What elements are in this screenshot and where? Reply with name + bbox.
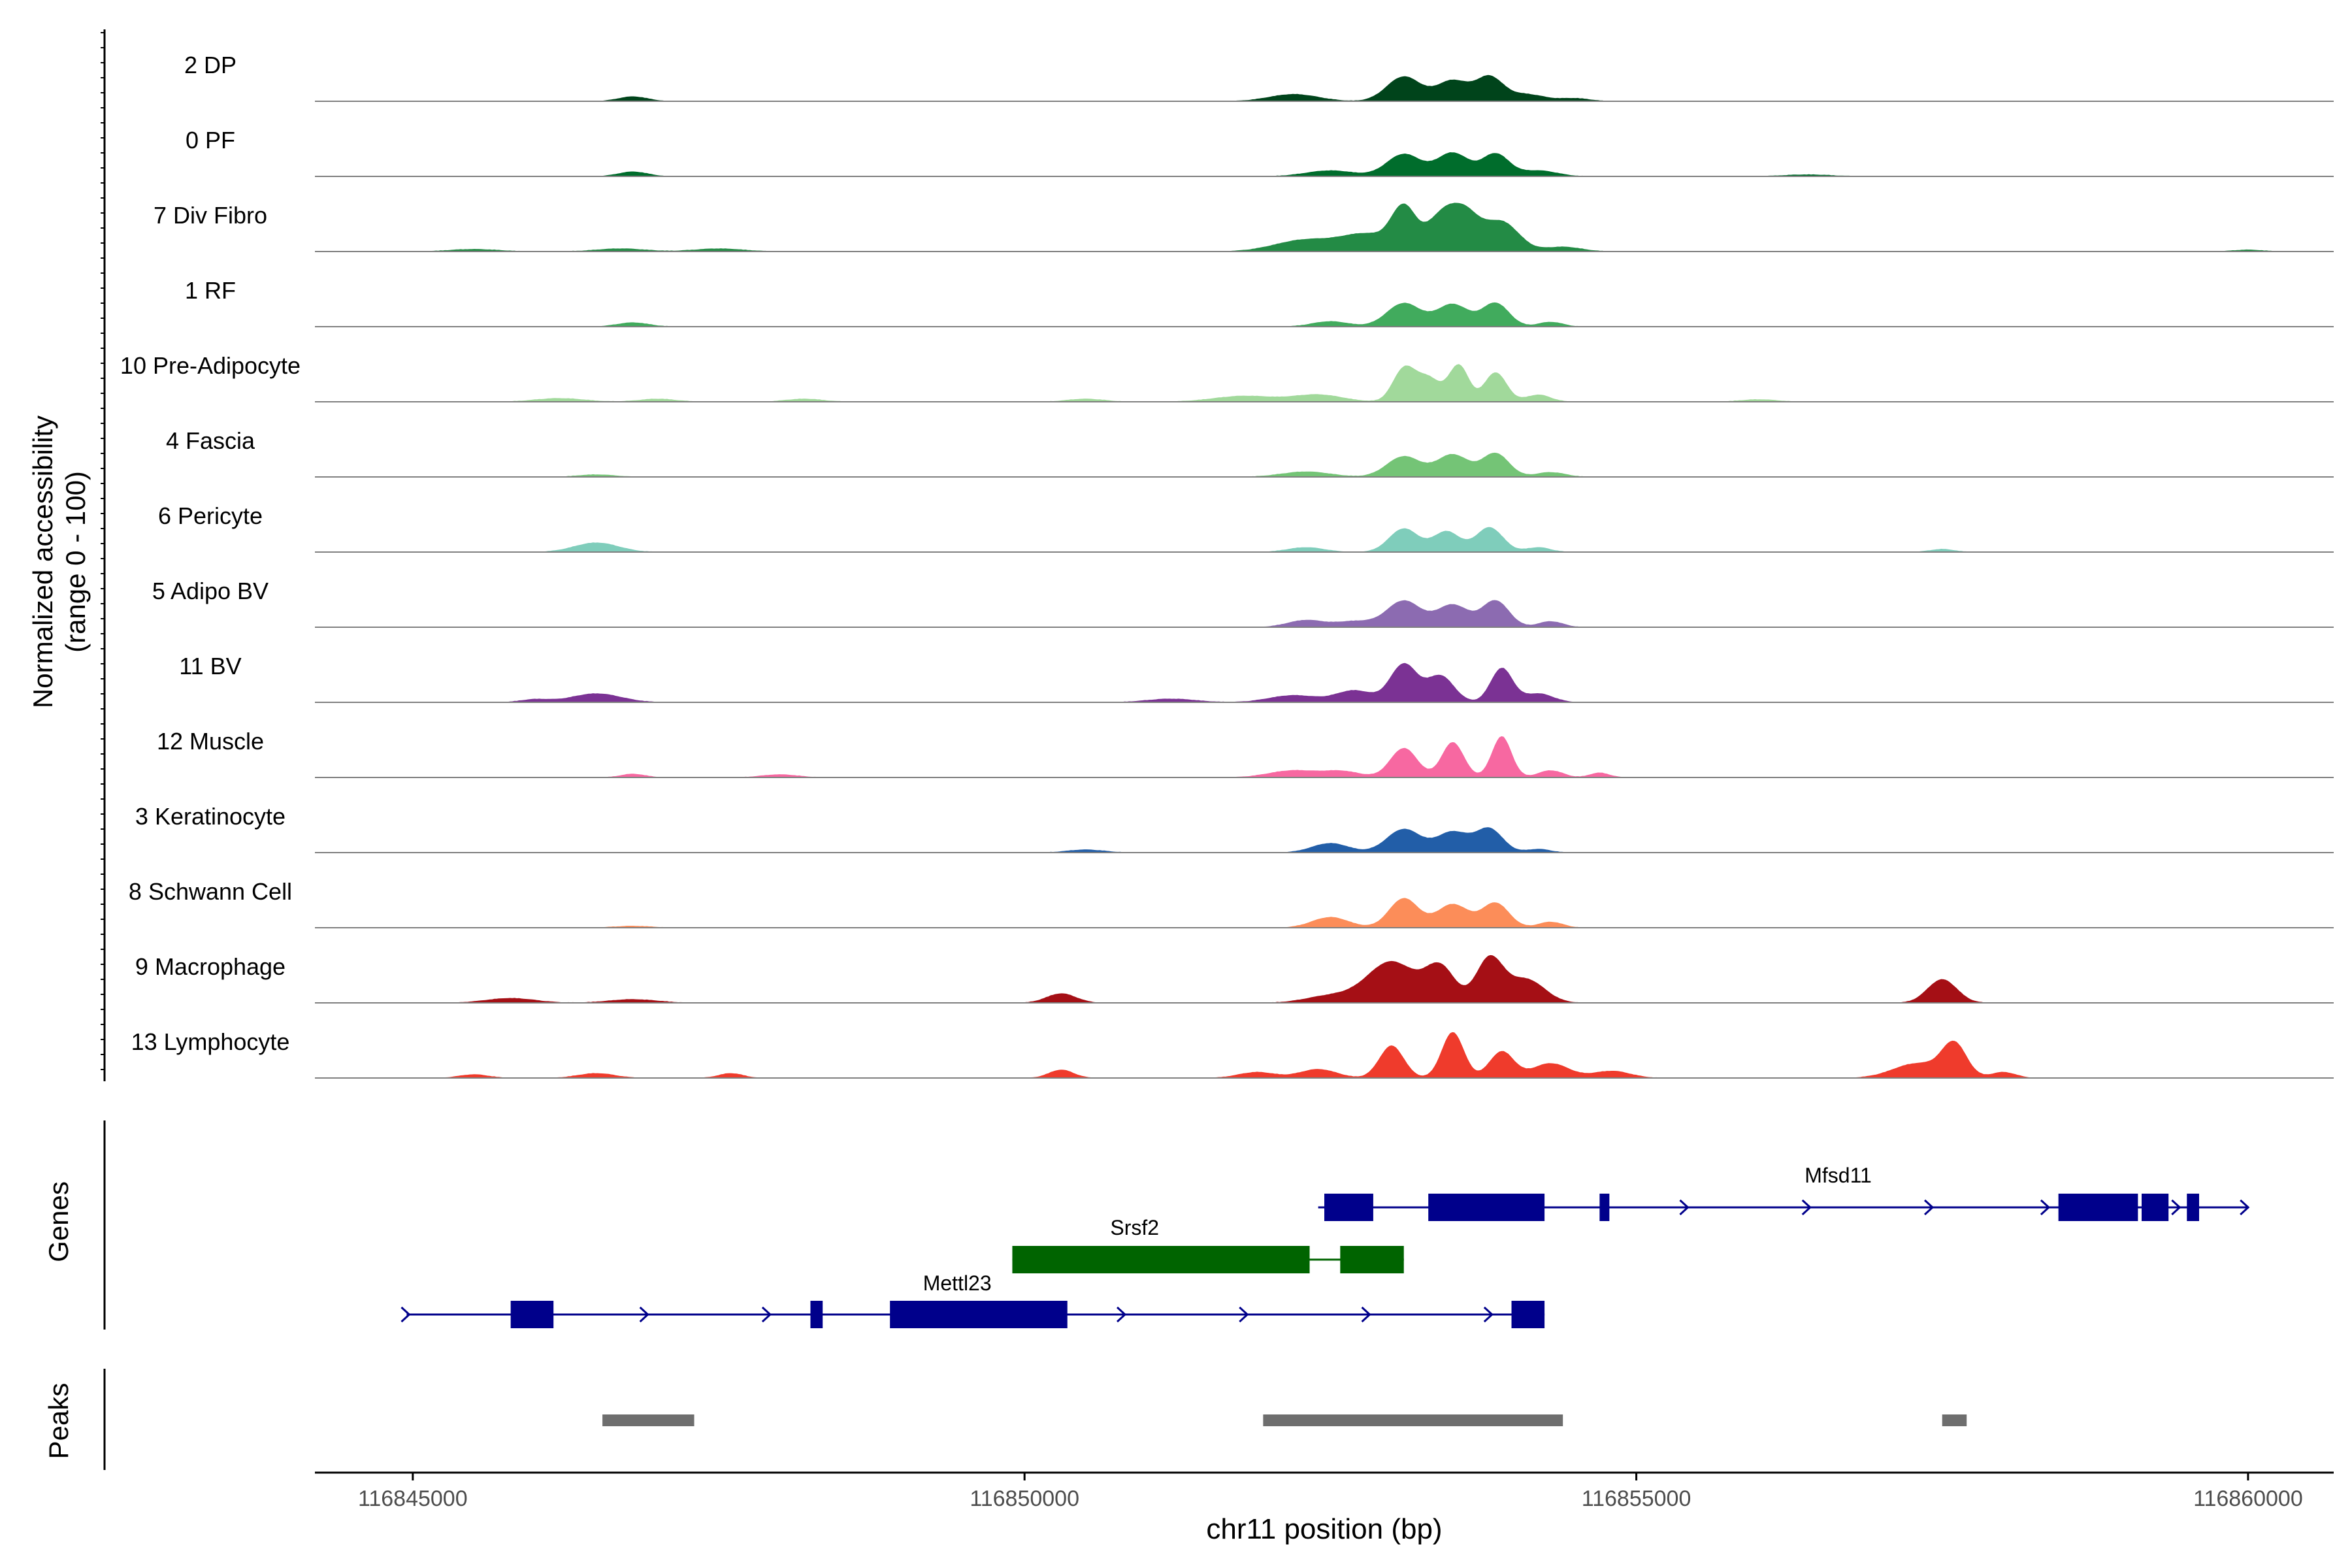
genes-track: Mfsd11 Srsf2 Mettl23: [400, 1164, 2250, 1328]
coverage-area: [315, 736, 2334, 777]
coverage-area: [315, 452, 2334, 477]
coverage-track: 0 PF: [186, 127, 2334, 177]
peak-region: [602, 1414, 694, 1426]
coverage-area: [315, 898, 2334, 928]
genes-track-label: Genes: [43, 1181, 74, 1262]
track-label: 13 Lymphocyte: [131, 1028, 290, 1055]
coverage-track: 3 Keratinocyte: [135, 803, 2334, 853]
strand-arrow: [1801, 1199, 1812, 1216]
track-label: 0 PF: [186, 127, 235, 154]
coverage-area: [315, 600, 2334, 627]
track-label: 10 Pre-Adipocyte: [120, 352, 301, 379]
coverage-area: [315, 152, 2334, 176]
x-axis-label: chr11 position (bp): [1206, 1513, 1442, 1545]
coverage-track: 13 Lymphocyte: [131, 1028, 2334, 1079]
y-axis-label-group: Normalized accessibility (range 0 - 100): [27, 416, 91, 708]
gene-exon: [1428, 1194, 1545, 1221]
strand-arrow: [639, 1306, 649, 1323]
coverage-area: [315, 827, 2334, 853]
x-tick-label: 116860000: [2193, 1486, 2303, 1511]
coverage-track: 6 Pericyte: [158, 502, 2334, 553]
gene-exon: [2141, 1194, 2169, 1221]
coverage-axis-ticks: [101, 32, 105, 1070]
track-label: 2 DP: [184, 52, 237, 78]
track-label: 8 Schwann Cell: [129, 878, 292, 905]
gene-exon: [1599, 1194, 1610, 1221]
coverage-track: 4 Fascia: [166, 427, 2334, 478]
gene-name: Srsf2: [1110, 1216, 1159, 1239]
coverage-track: 1 RF: [185, 277, 2334, 327]
x-axis-ticks: 116845000 116850000 116855000 116860000: [358, 1473, 2303, 1511]
gene-exon: [1012, 1246, 1310, 1273]
gene-name: Mettl23: [923, 1271, 992, 1295]
coverage-area: [315, 302, 2334, 327]
peaks-track-label: Peaks: [43, 1383, 74, 1460]
coverage-track: 10 Pre-Adipocyte: [120, 352, 2334, 402]
coverage-area: [315, 1032, 2334, 1078]
gene-model: Srsf2: [1012, 1216, 1404, 1273]
coverage-track: 8 Schwann Cell: [129, 878, 2334, 928]
gene-exon: [2187, 1194, 2199, 1221]
x-tick-label: 116845000: [358, 1486, 468, 1511]
gene-model: Mfsd11: [1318, 1164, 2250, 1221]
coverage-track: 11 BV: [179, 653, 2334, 703]
peak-region: [1263, 1414, 1563, 1426]
x-tick-label: 116850000: [970, 1486, 1079, 1511]
strand-arrow: [2171, 1199, 2181, 1216]
gene-exon: [1511, 1301, 1545, 1328]
track-label: 12 Muscle: [157, 728, 264, 755]
peak-region: [1942, 1414, 1967, 1426]
track-label: 9 Macrophage: [135, 953, 286, 980]
gene-exon: [1340, 1246, 1404, 1273]
strand-arrow: [1116, 1306, 1127, 1323]
gene-exon: [510, 1301, 554, 1328]
coverage-area: [315, 364, 2334, 402]
coverage-track: 2 DP: [184, 52, 2334, 102]
coverage-track: 5 Adipo BV: [152, 578, 2334, 628]
track-label: 7 Div Fibro: [154, 202, 267, 229]
track-label: 6 Pericyte: [158, 502, 263, 529]
strand-arrow: [2040, 1199, 2051, 1216]
strand-arrow: [1239, 1306, 1249, 1323]
track-label: 3 Keratinocyte: [135, 803, 286, 830]
coverage-tracks: 2 DP 0 PF 7 Div Fibro 1 RF 10 Pre-Adipocyte 4…: [120, 52, 2334, 1079]
strand-arrow: [1483, 1306, 1494, 1323]
coverage-area: [315, 955, 2334, 1003]
y-axis-label: Normalized accessibility: [27, 416, 58, 708]
coverage-track: 12 Muscle: [157, 728, 2334, 778]
track-label: 5 Adipo BV: [152, 578, 269, 604]
track-label: 1 RF: [185, 277, 236, 304]
x-tick-label: 116855000: [1582, 1486, 1691, 1511]
gene-name: Mfsd11: [1805, 1164, 1872, 1187]
coverage-track: 9 Macrophage: [135, 953, 2334, 1004]
gene-exon: [2058, 1194, 2138, 1221]
strand-arrow: [1923, 1199, 1935, 1216]
strand-arrow: [761, 1306, 772, 1323]
coverage-area: [315, 662, 2334, 702]
y-axis-label-range: (range 0 - 100): [60, 471, 91, 653]
strand-arrow: [1361, 1306, 1371, 1323]
strand-arrow: [1679, 1199, 1690, 1216]
gene-exon: [890, 1301, 1068, 1328]
strand-arrow: [2240, 1199, 2250, 1216]
gene-model: Mettl23: [400, 1271, 1545, 1328]
strand-arrow: [400, 1306, 411, 1323]
track-label: 11 BV: [179, 653, 241, 679]
peaks-track: [602, 1414, 1967, 1426]
coverage-track: 7 Div Fibro: [154, 202, 2334, 252]
coverage-area: [315, 527, 2334, 552]
coverage-area: [315, 74, 2334, 101]
gene-exon: [810, 1301, 823, 1328]
track-label: 4 Fascia: [166, 427, 255, 454]
coverage-area: [315, 203, 2334, 252]
gene-exon: [1324, 1194, 1373, 1221]
